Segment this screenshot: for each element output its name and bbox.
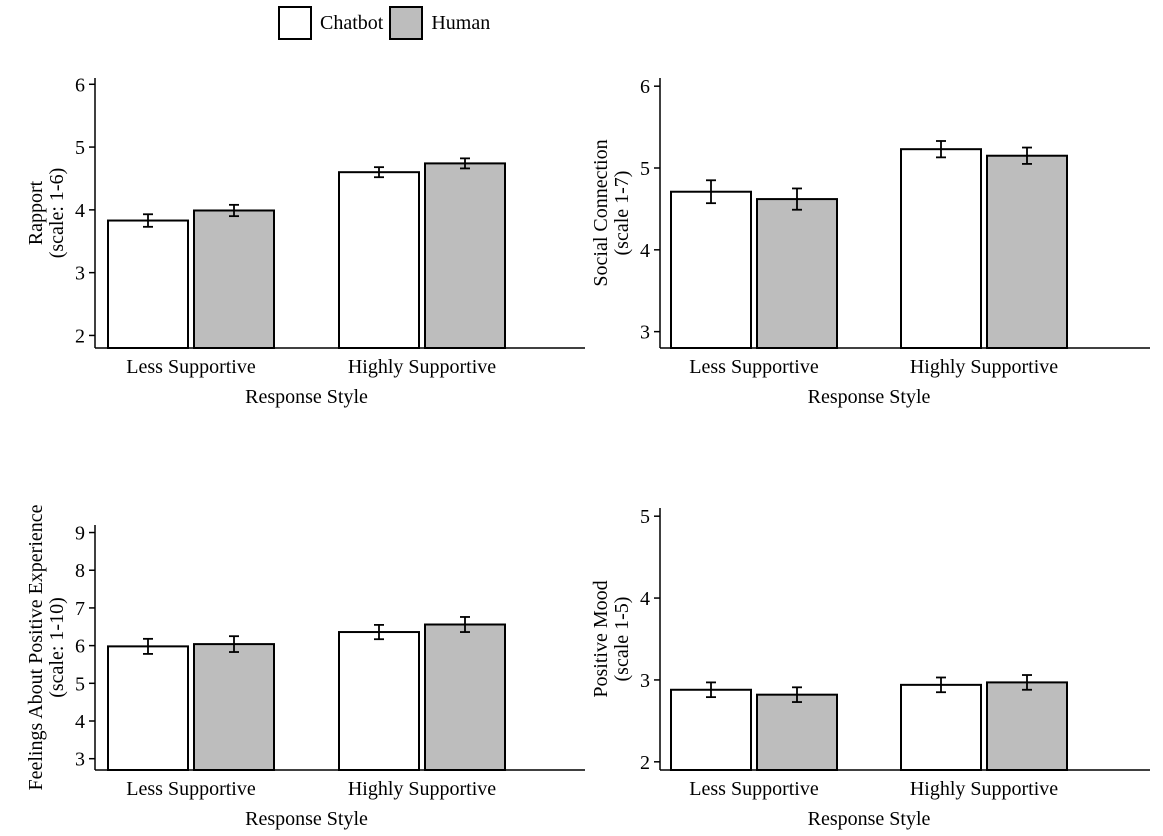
y-tick-label: 5 xyxy=(75,137,85,159)
y-axis-subtitle: (scale: 1-10) xyxy=(46,597,68,698)
y-tick-label: 3 xyxy=(640,670,650,692)
y-tick-label: 3 xyxy=(75,749,85,771)
y-tick-label: 6 xyxy=(75,74,85,96)
y-tick-label: 5 xyxy=(640,506,650,528)
y-tick-label: 6 xyxy=(640,76,650,98)
bar-human xyxy=(193,643,275,771)
x-axis-title: Response Style xyxy=(245,808,368,830)
bar-chatbot xyxy=(107,645,189,771)
chart-panel-1: 2 3 4 5 6 Less Supportive Highly Supportive Res… xyxy=(25,74,585,408)
bar-human xyxy=(756,693,838,771)
bar-chatbot xyxy=(670,688,752,772)
y-tick-label: 2 xyxy=(75,325,85,347)
legend-label-chatbot: Chatbot xyxy=(320,11,384,34)
y-tick-label: 5 xyxy=(640,158,650,180)
x-tick-label: Highly Supportive xyxy=(348,778,496,800)
legend-item-human: Human xyxy=(389,6,490,40)
bar-human xyxy=(756,198,838,349)
x-tick-label: Less Supportive xyxy=(126,778,256,800)
y-tick-label: 4 xyxy=(75,200,85,222)
y-tick-label: 9 xyxy=(75,523,85,545)
y-axis-subtitle: (scale 1-7) xyxy=(611,171,633,256)
legend: Chatbot Human xyxy=(278,5,496,41)
y-axis-title: Social Connection xyxy=(590,139,612,286)
x-tick-label: Highly Supportive xyxy=(910,356,1058,378)
y-axis-title: Positive Mood xyxy=(590,580,612,697)
bar-chatbot xyxy=(900,683,982,771)
bar-human xyxy=(424,162,506,349)
y-tick-label: 3 xyxy=(75,263,85,285)
y-tick-label: 8 xyxy=(75,560,85,582)
x-tick-label: Highly Supportive xyxy=(348,356,496,378)
x-tick-label: Less Supportive xyxy=(689,356,819,378)
x-axis-title: Response Style xyxy=(808,386,931,408)
y-axis-title: Feelings About Positive Experience xyxy=(25,504,47,790)
y-tick-label: 4 xyxy=(640,588,650,610)
legend-swatch-human xyxy=(389,6,424,40)
x-tick-label: Less Supportive xyxy=(126,356,256,378)
bar-chatbot xyxy=(900,148,982,349)
bar-human xyxy=(986,154,1068,349)
bar-chatbot xyxy=(670,190,752,349)
legend-swatch-chatbot xyxy=(278,6,312,40)
bar-human xyxy=(193,209,275,349)
bar-chatbot xyxy=(338,631,420,771)
y-tick-label: 5 xyxy=(75,673,85,695)
x-axis-title: Response Style xyxy=(245,386,368,408)
x-tick-label: Less Supportive xyxy=(689,778,819,800)
y-tick-label: 7 xyxy=(75,598,85,620)
chart-panel-4: 2 3 4 5 Less Supportive Highly Supportive Resp… xyxy=(590,506,1150,830)
y-axis-title: Rapport xyxy=(25,180,47,245)
y-axis-subtitle: (scale 1-5) xyxy=(611,597,633,682)
chart-panel-2: 3 4 5 6 Less Supportive Highly Supportive Resp… xyxy=(590,76,1150,408)
legend-label-human: Human xyxy=(431,11,491,34)
bar-chatbot xyxy=(107,219,189,349)
bar-human xyxy=(986,681,1068,771)
x-axis-title: Response Style xyxy=(808,808,931,830)
legend-item-chatbot: Chatbot xyxy=(278,6,383,40)
chart-panel-3: 3 4 5 6 7 8 9 Less Supportive Highly Supportive R… xyxy=(25,504,585,830)
y-tick-label: 6 xyxy=(75,636,85,658)
y-tick-label: 4 xyxy=(75,711,85,733)
y-tick-label: 3 xyxy=(640,322,650,344)
y-tick-label: 4 xyxy=(640,240,650,262)
y-axis-subtitle: (scale: 1-6) xyxy=(46,168,68,259)
bar-human xyxy=(424,623,506,771)
y-tick-label: 2 xyxy=(640,752,650,774)
bar-chatbot xyxy=(338,171,420,349)
x-tick-label: Highly Supportive xyxy=(910,778,1058,800)
